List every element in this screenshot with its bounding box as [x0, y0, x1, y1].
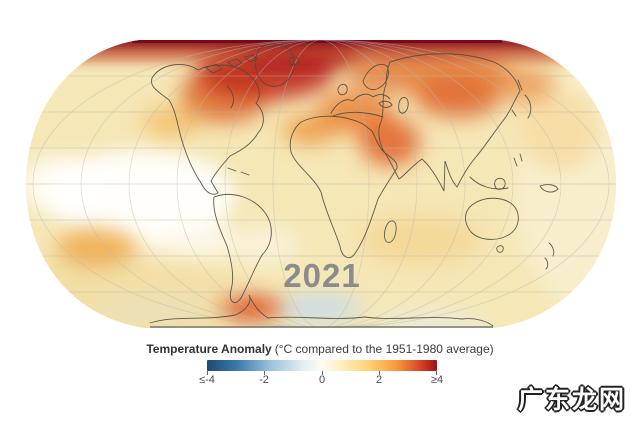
coast-europe	[330, 93, 391, 114]
watermark-text: 广东龙网	[517, 386, 626, 414]
colorbar-label-min: ≤-4	[199, 374, 215, 386]
year-label: 2021	[283, 257, 361, 294]
coast-australia	[465, 197, 519, 240]
coast-north-america	[151, 63, 264, 195]
colorbar-tick	[264, 371, 265, 375]
colorbar-label-neg2: -2	[259, 374, 269, 386]
colorbar-label-zero: 0	[318, 374, 326, 386]
coast-antarctica	[149, 294, 494, 327]
coast-japan	[524, 94, 532, 119]
coastlines	[149, 43, 559, 327]
coast-africa	[289, 115, 398, 259]
coast-greenland	[254, 43, 295, 87]
legend-title-rest: (°C compared to the 1951-1980 average)	[274, 342, 494, 356]
coast-new-zealand	[544, 242, 555, 270]
colorbar-label-max: ≥4	[430, 374, 444, 386]
legend-title: Temperature Anomaly (°C compared to the 1…	[0, 342, 640, 356]
colorbar-tick	[207, 371, 208, 375]
coast-asia	[378, 53, 521, 192]
colorbar-tick	[322, 371, 323, 375]
coast-madagascar	[383, 220, 397, 243]
graticule	[26, 40, 616, 328]
coast-south-america	[213, 194, 272, 304]
colorbar-label-pos2: 2	[375, 374, 383, 386]
arctic-band	[26, 40, 616, 62]
legend-title-bold: Temperature Anomaly	[146, 342, 272, 356]
colorbar-tick	[436, 371, 437, 375]
colorbar-gradient	[207, 360, 437, 371]
arctic-band-topline	[132, 40, 502, 43]
colorbar-tick	[379, 371, 380, 375]
coast-new-guinea	[539, 184, 559, 193]
